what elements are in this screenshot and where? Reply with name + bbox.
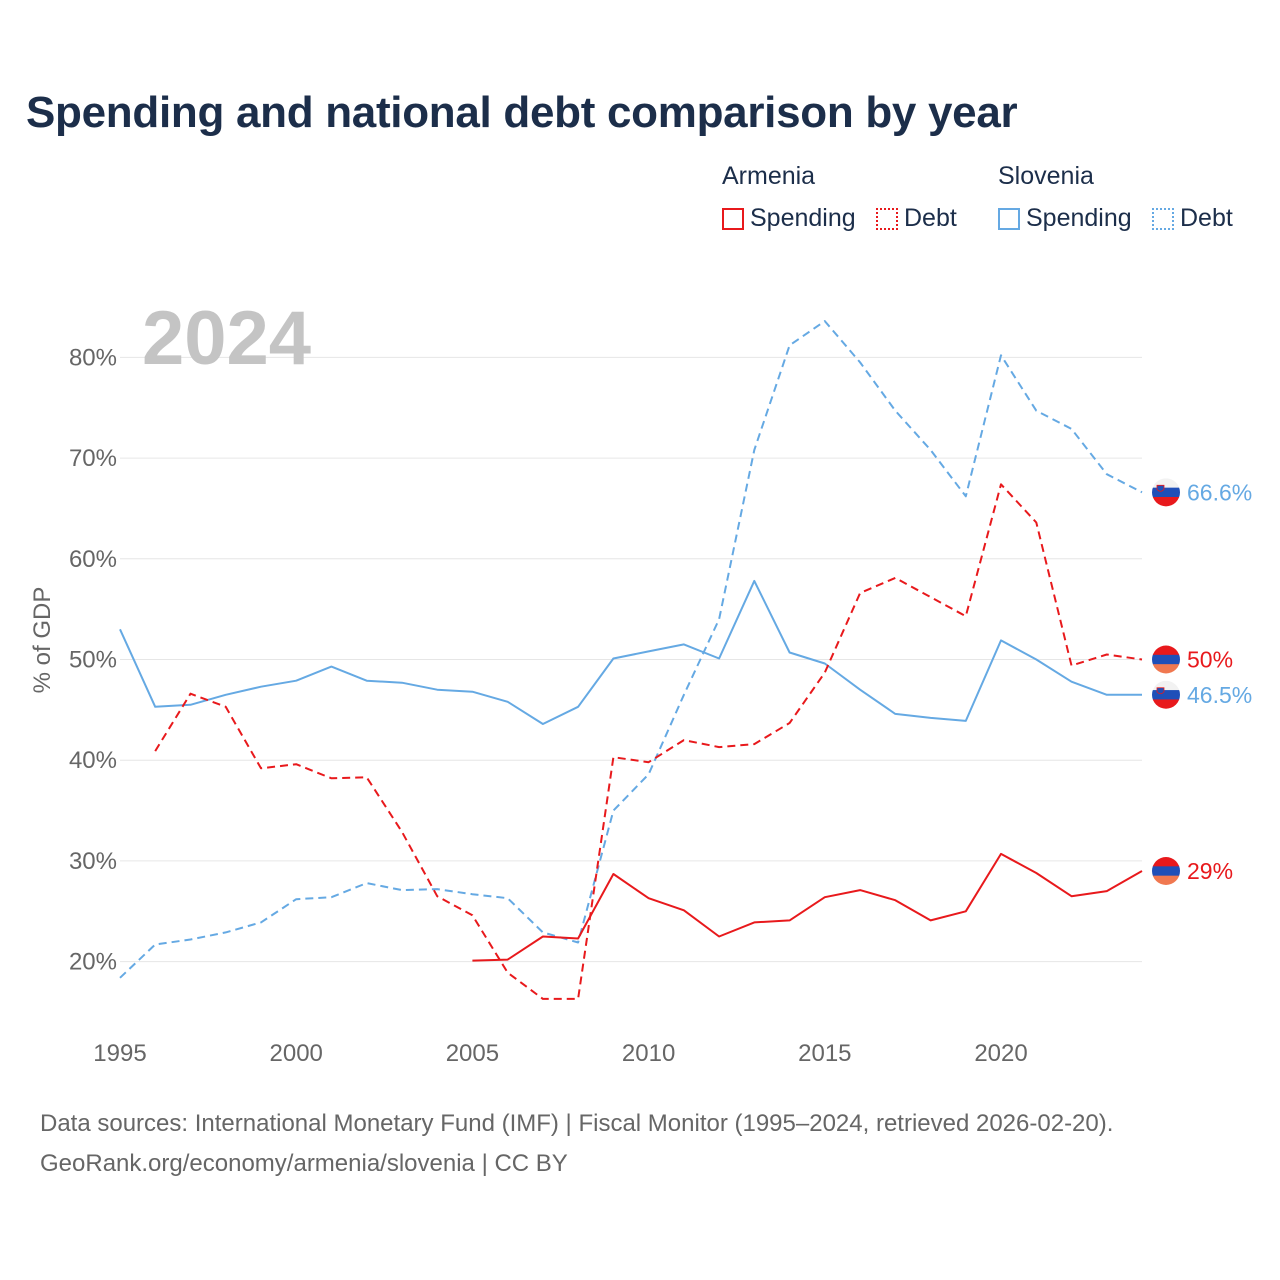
series-line-armenia-debt[interactable] (154, 483, 1143, 1000)
legend-group-name: Armenia (722, 162, 816, 190)
legend-item-label: Debt (904, 204, 957, 232)
end-value-label: 46.5% (1187, 682, 1252, 708)
x-tick-label: 2020 (974, 1040, 1027, 1067)
chart-title: Spending and national debt comparison by… (26, 88, 1018, 137)
series-line-slovenia-spending[interactable] (119, 579, 1142, 725)
year-label: 2024 (142, 296, 311, 381)
attribution-link[interactable]: GeoRank.org/economy/armenia/slovenia | C… (40, 1150, 568, 1177)
x-tick-label: 1995 (93, 1040, 146, 1067)
series-line-slovenia-debt[interactable] (119, 320, 1143, 979)
x-tick-label: 2010 (622, 1040, 675, 1067)
end-value-label: 29% (1187, 858, 1233, 884)
end-markers: 66.6% 46.5% 50% 29% (1152, 478, 1252, 885)
end-value-label: 66.6% (1187, 479, 1252, 505)
flag-icon-slovenia (1152, 478, 1180, 507)
legend-item-label: Debt (1180, 204, 1233, 232)
legend-item-slovenia-debt[interactable]: Debt (1152, 204, 1233, 233)
legend-swatch (1152, 207, 1174, 230)
legend-item-label: Spending (1026, 204, 1132, 232)
y-tick-label: 60% (69, 546, 117, 573)
legend-swatch (998, 207, 1020, 230)
series-line-armenia-spending[interactable] (472, 852, 1143, 962)
legend-item-slovenia-spending[interactable]: Spending (998, 204, 1132, 233)
y-tick-label: 30% (69, 848, 117, 875)
source-text: Data sources: International Monetary Fun… (40, 1110, 1114, 1137)
flag-icon-slovenia (1152, 680, 1180, 709)
flag-icon-armenia (1152, 857, 1180, 885)
y-tick-label: 20% (69, 949, 117, 976)
legend-item-armenia-debt[interactable]: Debt (876, 204, 957, 233)
legend-item-armenia-spending[interactable]: Spending (722, 204, 856, 233)
y-tick-label: 70% (69, 445, 117, 472)
legend-item-label: Spending (750, 204, 856, 232)
series-lines (119, 320, 1143, 1000)
x-tick-label: 2000 (270, 1040, 323, 1067)
legend-swatch (722, 207, 744, 230)
x-tick-label: 2015 (798, 1040, 851, 1067)
footer: Data sources: International Monetary Fun… (40, 1104, 1113, 1184)
y-tick-label: 50% (69, 647, 117, 674)
grid-lines (120, 356, 1142, 963)
y-tick-label: 40% (69, 747, 117, 774)
legend-group-name: Slovenia (998, 162, 1094, 190)
legend-swatch (876, 207, 898, 230)
end-value-label: 50% (1187, 647, 1233, 673)
x-tick-label: 2005 (446, 1040, 499, 1067)
y-tick-label: 80% (69, 344, 117, 371)
y-axis-label: % of GDP (29, 587, 56, 694)
flag-icon-armenia (1152, 645, 1180, 674)
x-axis-ticks: 1995 2000 2005 2010 2015 2020 (93, 1040, 1027, 1067)
y-axis-ticks: 20% 30% 40% 50% 60% 70% 80% (69, 344, 117, 975)
